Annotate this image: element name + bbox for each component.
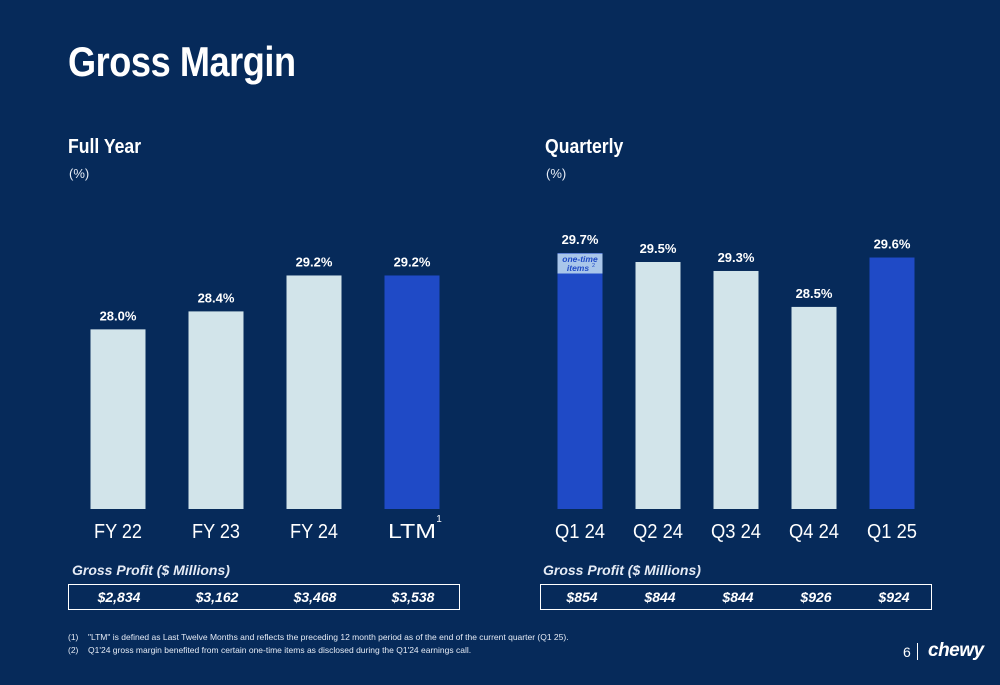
category-label: Q1 24 [555,521,605,543]
bar [791,306,837,509]
data-label: 28.0% [100,308,137,323]
bar [188,311,244,509]
category-label: FY 24 [290,521,338,543]
category-label: Q1 25 [867,521,917,543]
bar [869,257,915,509]
quarterly-gross-profit-box: $854 $844 $844 $926 $924 [540,584,932,610]
gross-profit-value: $926 [800,589,832,605]
data-label: 29.2% [394,254,431,269]
chewy-logo: chewy [928,640,984,661]
gross-profit-value: $844 [644,589,676,605]
full-year-title: Full Year [68,136,142,158]
gross-profit-value: $844 [722,589,754,605]
page-title: Gross Margin [68,38,296,85]
category-label: Q3 24 [711,521,761,543]
gross-profit-value: $3,162 [195,589,239,605]
bar [286,275,342,509]
footnote-text: Q1'24 gross margin benefited from certai… [88,645,472,655]
category-label: Q4 24 [789,521,839,543]
data-label: 28.4% [198,290,235,305]
quarterly-unit: (%) [546,166,567,181]
annotation-text: one-time [562,254,598,264]
quarterly-gross-profit-label: Gross Profit ($ Millions) [543,562,701,578]
gross-profit-value: $2,834 [97,589,141,605]
footnote: (1) "LTM" is defined as Last Twelve Month… [68,631,569,644]
one-time-items-box [557,253,603,274]
footnote-marker: 1 [436,514,442,525]
gross-profit-value: $924 [878,589,910,605]
data-label: 29.2% [296,254,333,269]
full-year-gross-profit-label: Gross Profit ($ Millions) [72,562,230,578]
bar [635,262,681,509]
page-number: 6 [903,644,911,660]
quarterly-title: Quarterly [545,136,624,158]
data-label: 28.5% [796,286,833,301]
data-label: 29.3% [718,250,755,265]
bar [384,275,440,509]
footnote-number: (2) [68,645,79,655]
category-label: Q2 24 [633,521,683,543]
data-label: 29.6% [874,237,911,252]
footnotes: (1) "LTM" is defined as Last Twelve Month… [68,631,569,657]
full-year-gross-profit-box: $2,834 $3,162 $3,468 $3,538 [68,584,460,610]
annotation-text: items [567,263,589,273]
gross-profit-value: $3,538 [391,589,435,605]
page-separator [917,643,918,660]
data-label: 29.7% [562,232,599,247]
gross-profit-value: $3,468 [293,589,337,605]
bar [557,253,603,509]
footnote: (2) Q1'24 gross margin benefited from cer… [68,644,569,657]
footnote-text: "LTM" is defined as Last Twelve Months a… [88,632,569,642]
footnote-marker: 2 [592,263,595,269]
category-label: FY 23 [192,521,240,543]
data-label: 29.5% [640,241,677,256]
full-year-unit: (%) [69,166,90,181]
category-label: FY 22 [94,521,142,543]
bar [90,329,146,509]
category-label: LTM [388,521,436,543]
footnote-number: (1) [68,632,79,642]
bar [713,270,759,509]
gross-profit-value: $854 [566,589,598,605]
